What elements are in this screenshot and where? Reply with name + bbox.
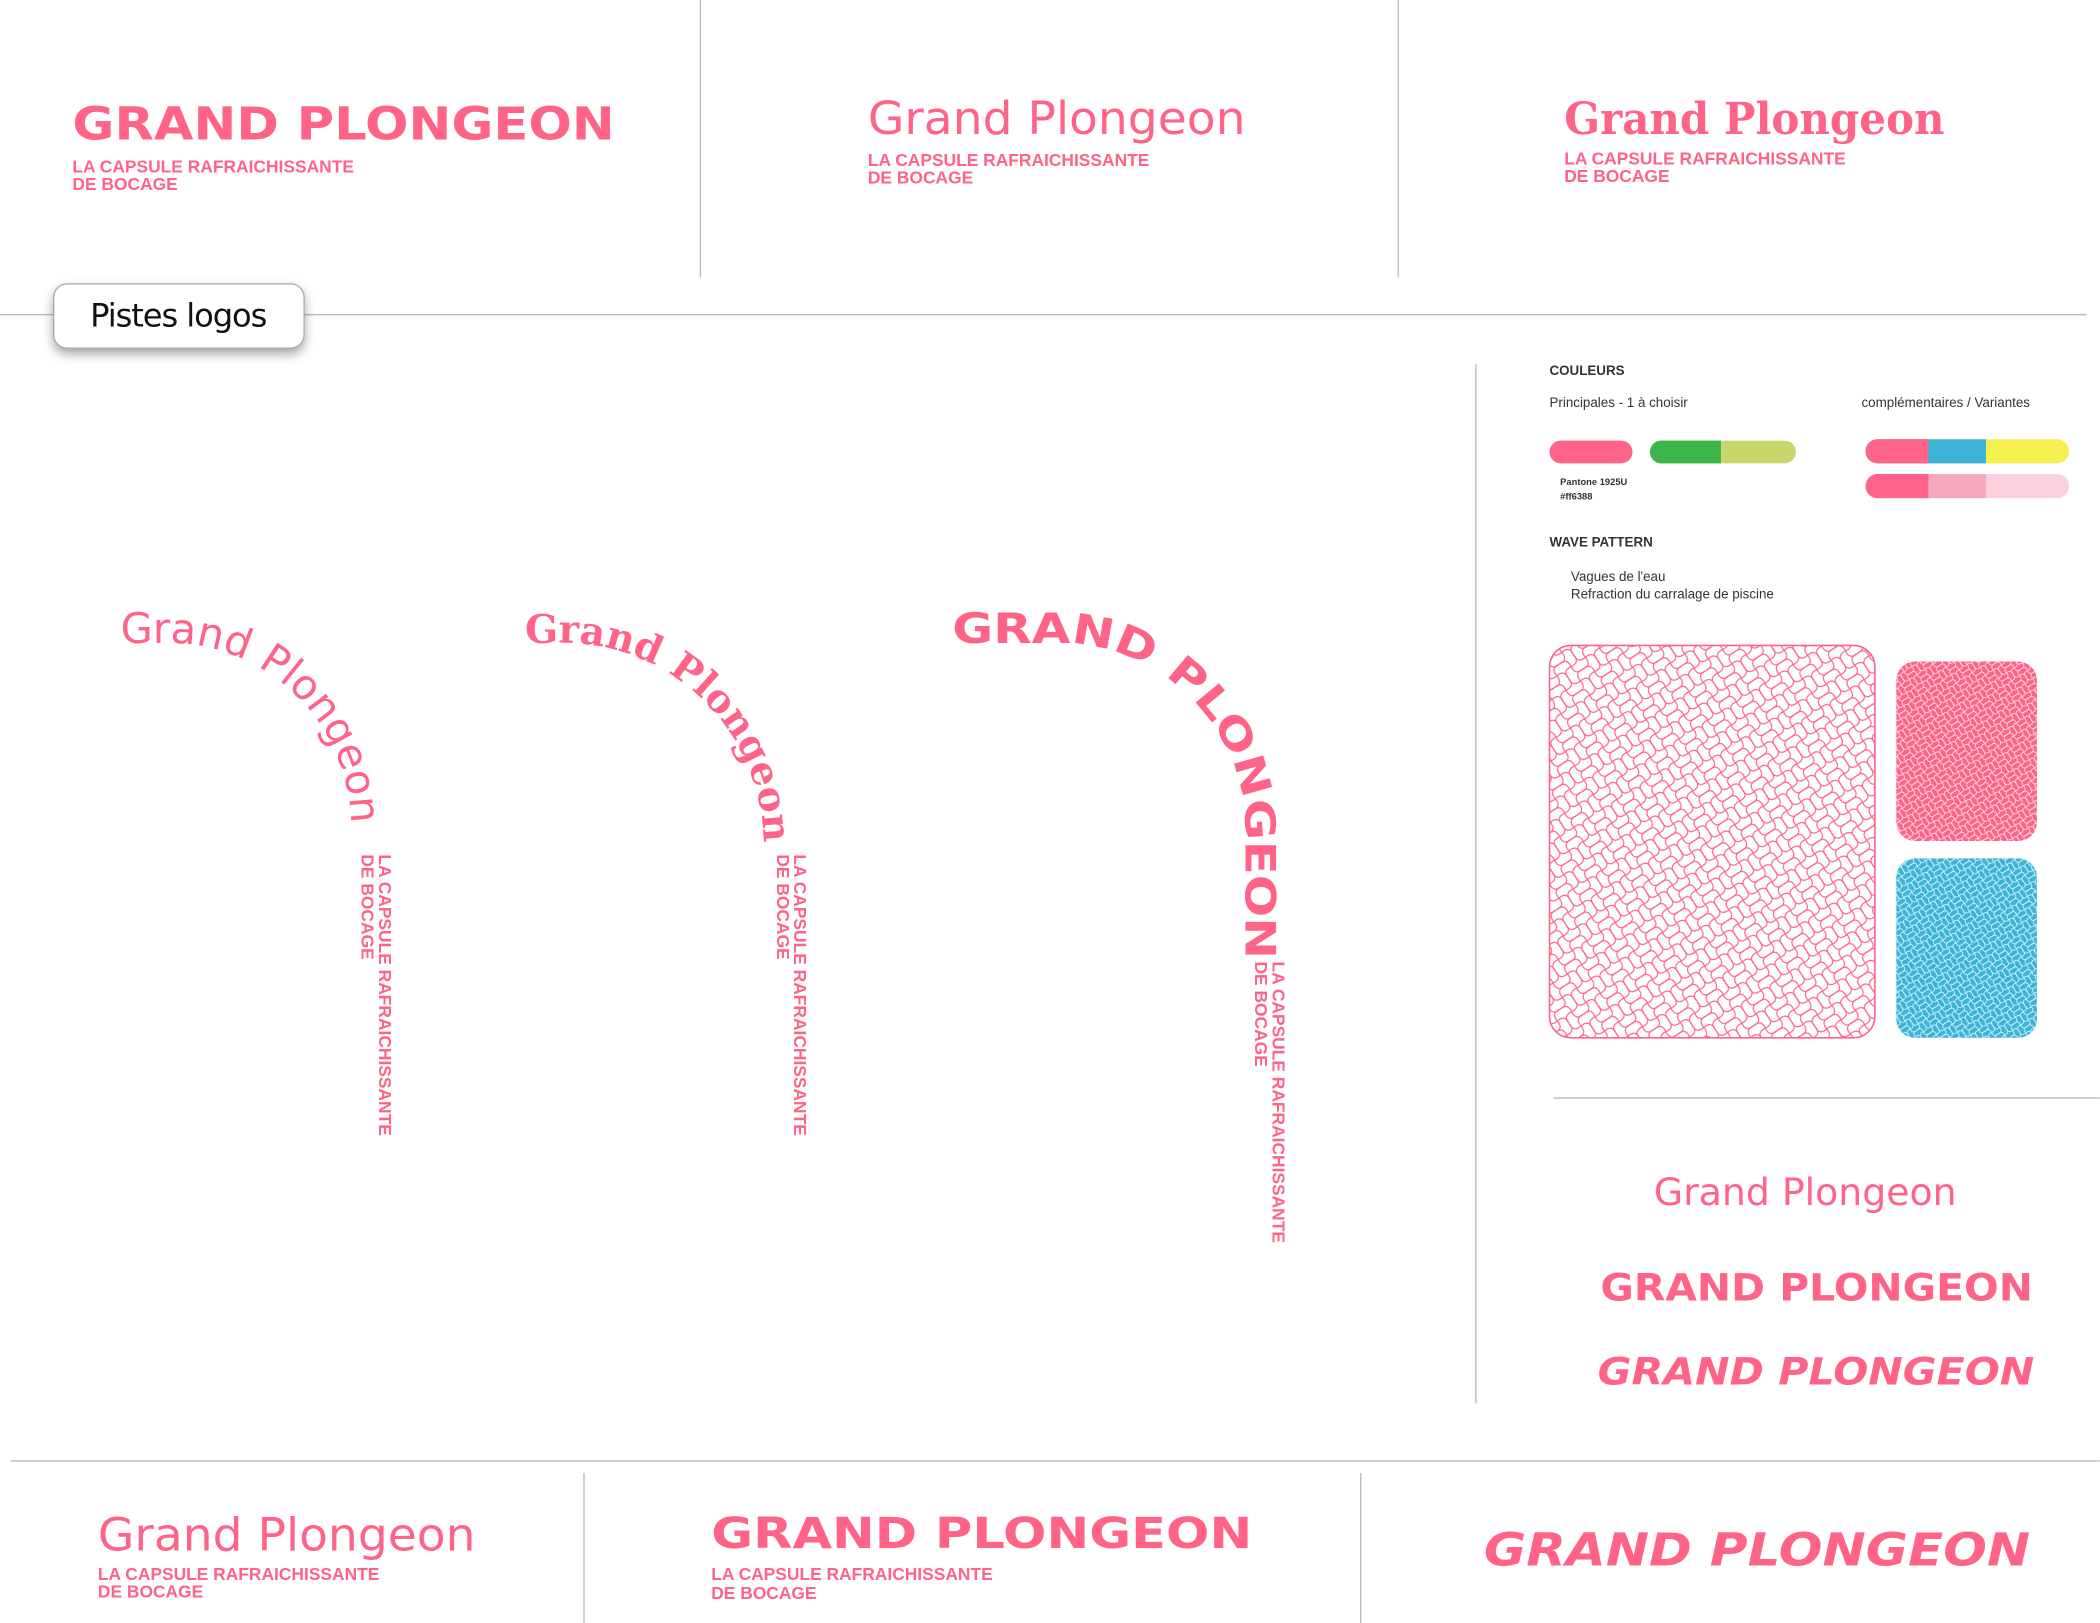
bottom-logo: Grand Plongeon LA CAPSULE RAFRAICHISSANT…: [98, 1509, 476, 1602]
arc-logo: GRAND PLONGEON LA CAPSULE RAFRAICHISSANT…: [952, 604, 1288, 1243]
tagline: DE BOCAGE: [1251, 961, 1271, 1066]
wave-note: Refraction du carralage de piscine: [1571, 587, 1774, 602]
tagline: LA CAPSULE RAFRAICHISSANTE: [711, 1564, 992, 1584]
section-label: Pistes logos: [53, 283, 305, 349]
swatch: [1865, 439, 2070, 464]
wave-lines: [1896, 661, 2037, 841]
colors-panel: COULEURS Principales - 1 à choisir compl…: [1549, 363, 2070, 501]
logo-title: Grand Plongeon: [98, 1509, 476, 1562]
tagline: LA CAPSULE RAFRAICHISSANTE: [790, 854, 810, 1135]
wave-tile: [1548, 644, 1876, 1039]
arc-logo: Grand Plongeon LA CAPSULE RAFRAICHISSANT…: [121, 603, 395, 1135]
tagline: DE BOCAGE: [1564, 166, 1669, 186]
arc-title: GRAND PLONGEON: [952, 604, 1285, 959]
logo-title: GRAND PLONGEON: [711, 1509, 1252, 1559]
arc-title-path: GRAND PLONGEON: [952, 604, 1285, 959]
tagline: DE BOCAGE: [711, 1583, 816, 1603]
top-logo: GRAND PLONGEON LA CAPSULE RAFRAICHISSANT…: [72, 97, 614, 194]
tagline: LA CAPSULE RAFRAICHISSANTE: [375, 854, 395, 1135]
tagline: LA CAPSULE RAFRAICHISSANTE: [1268, 961, 1288, 1242]
variant-logo: GRAND PLONGEON: [1600, 1265, 2033, 1309]
variants: Grand Plongeon GRAND PLONGEON GRAND PLON…: [1598, 1170, 2035, 1393]
variant-logo: Grand Plongeon: [1654, 1170, 1957, 1214]
arc-title: Grand Plongeon: [525, 608, 799, 844]
arc-title-path: Grand Plongeon: [121, 603, 391, 824]
tagline: DE BOCAGE: [773, 854, 793, 959]
wave-note: Vagues de l'eau: [1571, 569, 1666, 584]
wave-heading: WAVE PATTERN: [1549, 534, 1652, 549]
wave-panel: WAVE PATTERN Vagues de l'eau Refraction …: [1548, 534, 2037, 1039]
variant-logo: GRAND PLONGEON: [1598, 1350, 2035, 1394]
section-label-text: Pistes logos: [90, 297, 266, 335]
tagline: DE BOCAGE: [358, 854, 378, 959]
tagline: LA CAPSULE RAFRAICHISSANTE: [868, 150, 1149, 170]
colors-heading: COULEURS: [1549, 363, 1624, 378]
swatch: [1549, 440, 1633, 464]
top-logo: Grand Plongeon LA CAPSULE RAFRAICHISSANT…: [868, 92, 1246, 188]
pantone: Pantone 1925U: [1560, 477, 1627, 487]
logo-title: GRAND PLONGEON: [1484, 1523, 2030, 1576]
arc-title: Grand Plongeon: [121, 603, 391, 824]
hex-code: #ff6388: [1560, 491, 1592, 501]
bottom-logo: GRAND PLONGEON: [1484, 1523, 2030, 1576]
tagline: LA CAPSULE RAFRAICHISSANTE: [98, 1564, 379, 1584]
logo-title: GRAND PLONGEON: [72, 97, 614, 150]
logo-title: Grand Plongeon: [868, 92, 1246, 145]
swatch: [1649, 440, 1796, 464]
swatch: [1865, 474, 2070, 499]
tagline: LA CAPSULE RAFRAICHISSANTE: [72, 157, 353, 177]
tagline: LA CAPSULE RAFRAICHISSANTE: [1564, 149, 1845, 169]
tagline: DE BOCAGE: [868, 167, 973, 187]
top-logo: Grand Plongeon LA CAPSULE RAFRAICHISSANT…: [1564, 94, 1944, 186]
tagline: DE BOCAGE: [98, 1582, 203, 1602]
wave-lines: [1896, 858, 2037, 1038]
bottom-logo: GRAND PLONGEON LA CAPSULE RAFRAICHISSANT…: [711, 1509, 1252, 1603]
logo-title: Grand Plongeon: [1564, 94, 1944, 145]
tagline: DE BOCAGE: [72, 174, 177, 194]
arc-title-path: Grand Plongeon: [525, 608, 799, 844]
secondary-label: complémentaires / Variantes: [1862, 395, 2031, 410]
primary-label: Principales - 1 à choisir: [1549, 395, 1688, 410]
arc-logo: Grand Plongeon LA CAPSULE RAFRAICHISSANT…: [525, 608, 810, 1136]
